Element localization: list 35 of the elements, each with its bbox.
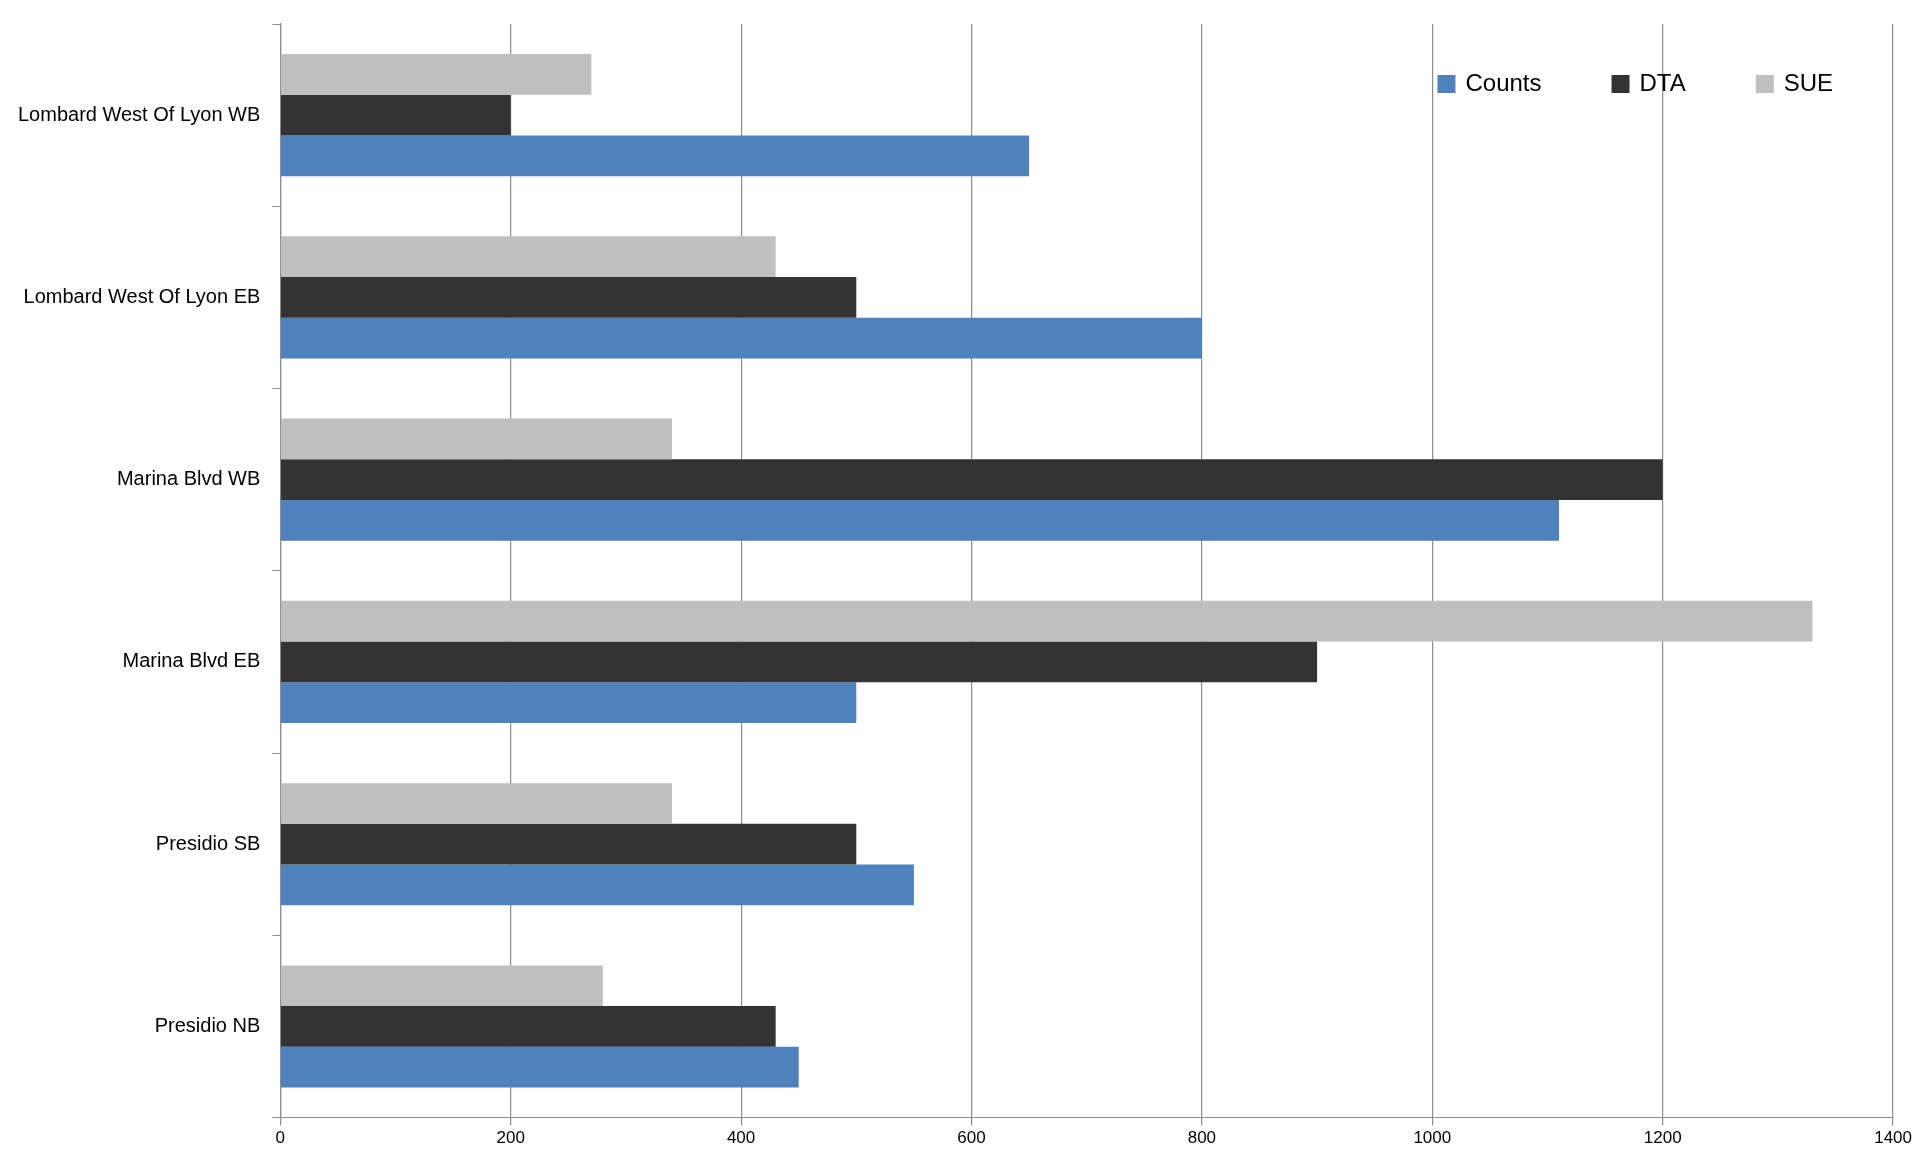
y-tick-label: Lombard West Of Lyon EB [23, 284, 261, 307]
bar [280, 94, 511, 136]
bar [280, 418, 672, 460]
bar [280, 459, 1663, 501]
x-tick-label: 400 [726, 1128, 756, 1148]
bar [280, 236, 776, 278]
y-tick-label: Presidio NB [154, 1013, 261, 1036]
bar [280, 864, 914, 906]
y-tick-label: Lombard West Of Lyon WB [17, 102, 261, 125]
legend-label: SUE [1783, 68, 1834, 96]
bar [280, 682, 857, 723]
x-tick-label: 1400 [1874, 1128, 1912, 1148]
bar [280, 277, 857, 318]
bar [280, 500, 1560, 541]
bar [280, 783, 672, 824]
bar [280, 135, 1030, 177]
bar [280, 317, 1202, 359]
x-tick-label: 1200 [1643, 1128, 1682, 1148]
bar [280, 600, 1813, 642]
x-tick-label: 1000 [1413, 1128, 1452, 1148]
legend-label: DTA [1639, 68, 1686, 96]
x-tick-label: 0 [275, 1128, 286, 1148]
legend-label: Counts [1465, 68, 1542, 96]
bar [280, 965, 603, 1007]
bar [280, 54, 592, 95]
bar [280, 1006, 776, 1047]
x-tick-label: 600 [957, 1128, 986, 1148]
y-tick-label: Presidio SB [155, 831, 261, 854]
x-tick-label: 200 [496, 1128, 525, 1148]
bar [280, 1046, 799, 1088]
y-tick-label: Marina Blvd EB [122, 649, 261, 672]
bar [280, 823, 857, 865]
bar [280, 641, 1318, 683]
y-tick-label: Marina Blvd WB [116, 467, 261, 490]
x-tick-label: 800 [1187, 1128, 1217, 1148]
